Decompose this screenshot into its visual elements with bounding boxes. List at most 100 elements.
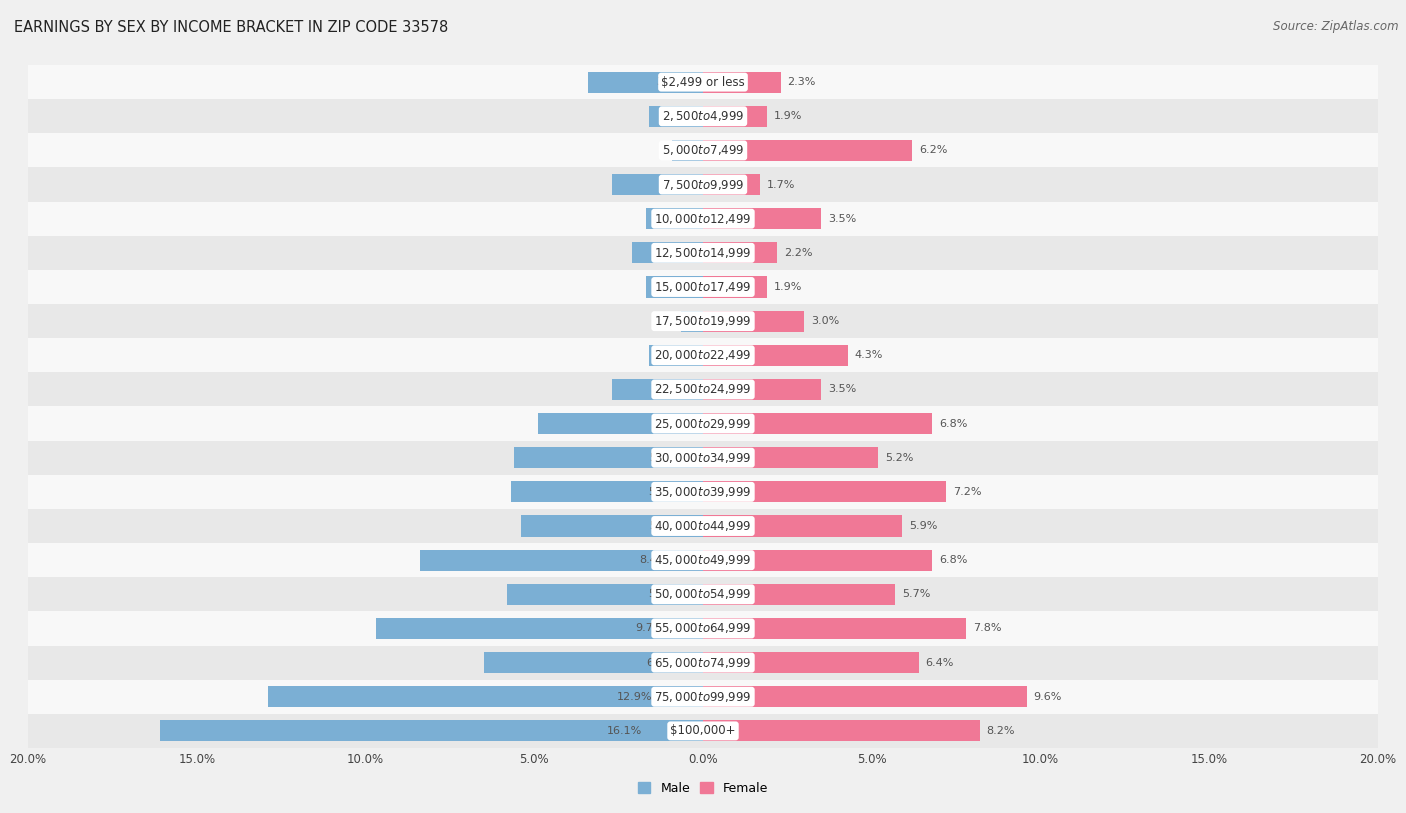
Text: $50,000 to $54,999: $50,000 to $54,999 — [654, 587, 752, 602]
Bar — [28, 167, 1378, 202]
Text: $25,000 to $29,999: $25,000 to $29,999 — [654, 416, 752, 431]
Bar — [419, 550, 703, 571]
Bar — [650, 106, 703, 127]
Bar — [28, 577, 1378, 611]
Bar — [703, 208, 821, 229]
Bar — [703, 379, 821, 400]
Text: $2,499 or less: $2,499 or less — [661, 76, 745, 89]
Text: $40,000 to $44,999: $40,000 to $44,999 — [654, 519, 752, 533]
Bar — [703, 584, 896, 605]
Legend: Male, Female: Male, Female — [633, 776, 773, 800]
Bar — [28, 65, 1378, 99]
Bar — [645, 208, 703, 229]
Bar — [703, 481, 946, 502]
Bar — [28, 99, 1378, 133]
Bar — [703, 106, 768, 127]
Text: 5.7%: 5.7% — [648, 487, 678, 497]
Text: 0.65%: 0.65% — [659, 316, 695, 326]
Text: $22,500 to $24,999: $22,500 to $24,999 — [654, 382, 752, 397]
Text: $10,000 to $12,499: $10,000 to $12,499 — [654, 211, 752, 226]
Bar — [28, 236, 1378, 270]
Bar — [645, 276, 703, 298]
Bar — [484, 652, 703, 673]
Text: EARNINGS BY SEX BY INCOME BRACKET IN ZIP CODE 33578: EARNINGS BY SEX BY INCOME BRACKET IN ZIP… — [14, 20, 449, 35]
Text: $45,000 to $49,999: $45,000 to $49,999 — [654, 553, 752, 567]
Bar — [588, 72, 703, 93]
Bar — [703, 276, 768, 298]
Text: 7.2%: 7.2% — [953, 487, 981, 497]
Text: $2,500 to $4,999: $2,500 to $4,999 — [662, 109, 744, 124]
Text: 2.2%: 2.2% — [785, 248, 813, 258]
Text: Source: ZipAtlas.com: Source: ZipAtlas.com — [1274, 20, 1399, 33]
Text: 2.3%: 2.3% — [787, 77, 815, 87]
Text: 5.7%: 5.7% — [903, 589, 931, 599]
Bar — [612, 174, 703, 195]
Text: $17,500 to $19,999: $17,500 to $19,999 — [654, 314, 752, 328]
Bar — [703, 345, 848, 366]
Text: 9.7%: 9.7% — [636, 624, 664, 633]
Bar — [520, 515, 703, 537]
Text: 2.7%: 2.7% — [658, 385, 688, 394]
Bar — [28, 202, 1378, 236]
Bar — [650, 345, 703, 366]
Text: 1.7%: 1.7% — [662, 282, 690, 292]
Bar — [28, 270, 1378, 304]
Text: 6.8%: 6.8% — [939, 419, 967, 428]
Text: 6.8%: 6.8% — [939, 555, 967, 565]
Bar — [28, 509, 1378, 543]
Bar — [510, 481, 703, 502]
Bar — [28, 406, 1378, 441]
Text: $75,000 to $99,999: $75,000 to $99,999 — [654, 689, 752, 704]
Text: $30,000 to $34,999: $30,000 to $34,999 — [654, 450, 752, 465]
Bar — [703, 686, 1026, 707]
Text: 16.1%: 16.1% — [606, 726, 643, 736]
Bar — [28, 714, 1378, 748]
Text: 6.4%: 6.4% — [925, 658, 955, 667]
Text: 3.4%: 3.4% — [657, 77, 685, 87]
Text: 4.3%: 4.3% — [855, 350, 883, 360]
Bar — [267, 686, 703, 707]
Text: $12,500 to $14,999: $12,500 to $14,999 — [654, 246, 752, 260]
Text: 3.5%: 3.5% — [828, 385, 856, 394]
Bar — [28, 441, 1378, 475]
Text: 1.7%: 1.7% — [768, 180, 796, 189]
Bar — [28, 543, 1378, 577]
Bar — [515, 447, 703, 468]
Text: $7,500 to $9,999: $7,500 to $9,999 — [662, 177, 744, 192]
Bar — [703, 174, 761, 195]
Bar — [703, 618, 966, 639]
Bar — [28, 680, 1378, 714]
Bar — [375, 618, 703, 639]
Text: 2.1%: 2.1% — [661, 248, 689, 258]
Bar — [508, 584, 703, 605]
Bar — [703, 447, 879, 468]
Text: 9.6%: 9.6% — [1033, 692, 1062, 702]
Text: 6.2%: 6.2% — [920, 146, 948, 155]
Text: $5,000 to $7,499: $5,000 to $7,499 — [662, 143, 744, 158]
Bar — [28, 611, 1378, 646]
Text: 8.4%: 8.4% — [640, 555, 668, 565]
Text: 12.9%: 12.9% — [617, 692, 652, 702]
Text: $35,000 to $39,999: $35,000 to $39,999 — [654, 485, 752, 499]
Bar — [703, 652, 920, 673]
Bar — [28, 338, 1378, 372]
Text: 3.0%: 3.0% — [811, 316, 839, 326]
Text: 5.2%: 5.2% — [886, 453, 914, 463]
Text: 0.91%: 0.91% — [658, 146, 693, 155]
Bar — [703, 72, 780, 93]
Bar — [28, 372, 1378, 406]
Bar — [703, 515, 903, 537]
Text: 2.7%: 2.7% — [658, 180, 688, 189]
Bar — [703, 550, 932, 571]
Text: 7.8%: 7.8% — [973, 624, 1001, 633]
Bar — [703, 720, 980, 741]
Text: 1.6%: 1.6% — [662, 111, 690, 121]
Text: 5.4%: 5.4% — [650, 521, 678, 531]
Text: 6.5%: 6.5% — [647, 658, 675, 667]
Text: 1.7%: 1.7% — [662, 214, 690, 224]
Bar — [703, 242, 778, 263]
Bar — [703, 413, 932, 434]
Bar — [703, 311, 804, 332]
Text: 5.9%: 5.9% — [908, 521, 938, 531]
Bar — [28, 133, 1378, 167]
